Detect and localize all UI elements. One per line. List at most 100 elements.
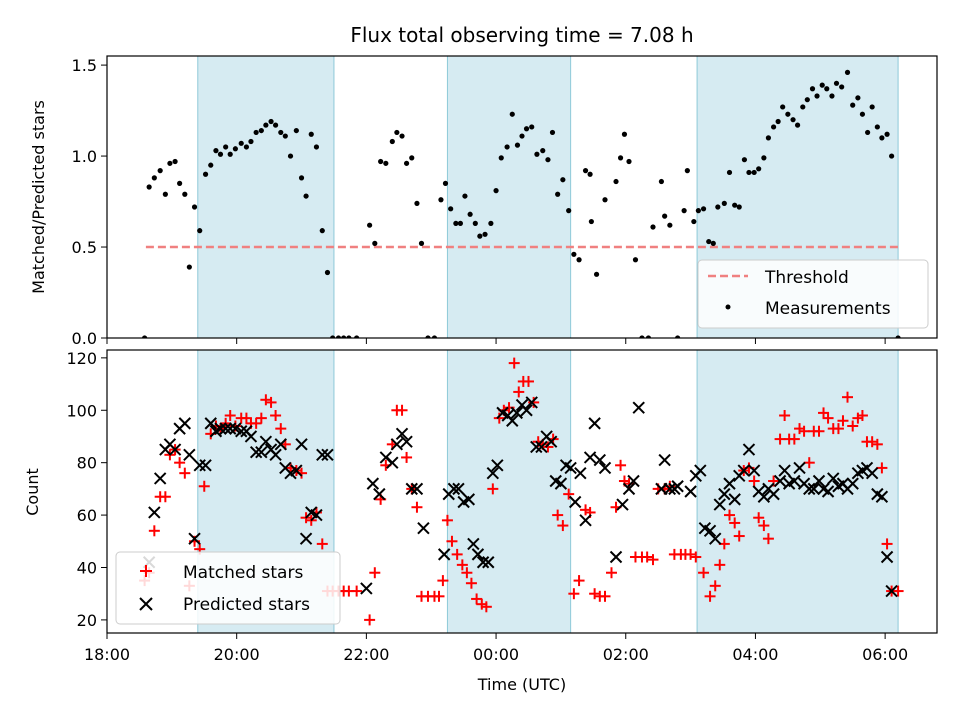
point-110 — [732, 202, 738, 208]
point-68 — [504, 144, 510, 150]
point-45 — [383, 160, 389, 166]
point-26 — [274, 438, 287, 451]
point-143 — [895, 335, 901, 338]
point-129 — [813, 425, 825, 437]
point-121 — [785, 111, 791, 117]
point-100 — [681, 208, 687, 214]
point-141 — [884, 131, 890, 137]
point-27 — [275, 423, 287, 435]
point-113 — [746, 169, 752, 176]
bottom-legend: Matched stars Predicted stars — [115, 551, 341, 625]
legend-threshold-label: Threshold — [764, 268, 849, 288]
point-65 — [488, 220, 494, 226]
point-95 — [650, 224, 656, 230]
point-27 — [278, 129, 284, 136]
point-96 — [709, 532, 722, 545]
point-103 — [742, 443, 756, 456]
top-axes-frame — [106, 55, 938, 339]
bottom-y-axis-label: Count — [23, 468, 42, 516]
point-101 — [684, 168, 690, 174]
point-65 — [525, 396, 538, 409]
point-35 — [321, 448, 334, 462]
point-83 — [573, 575, 585, 587]
point-122 — [790, 117, 796, 123]
point-117 — [753, 512, 765, 524]
point-16 — [223, 422, 237, 435]
point-104 — [700, 206, 707, 212]
point-5 — [168, 443, 182, 456]
point-122 — [779, 410, 791, 422]
point-91 — [684, 485, 697, 498]
point-12 — [204, 417, 217, 430]
point-34 — [313, 144, 320, 150]
point-129 — [824, 86, 830, 92]
point-56 — [482, 556, 495, 569]
point-15 — [219, 422, 232, 435]
point-51 — [414, 200, 420, 206]
x-tick-label-0: 18:00 — [84, 645, 130, 664]
point-41 — [351, 585, 363, 597]
top-legend-box — [697, 259, 929, 329]
point-113 — [793, 461, 806, 475]
point-77 — [549, 129, 556, 136]
point-142 — [889, 153, 895, 159]
point-71 — [513, 386, 525, 398]
point-80 — [557, 520, 569, 532]
point-62 — [472, 220, 478, 226]
point-46 — [417, 521, 430, 535]
point-128 — [819, 82, 825, 88]
point-104 — [685, 548, 697, 560]
point-61 — [467, 211, 473, 217]
point-34 — [316, 448, 329, 462]
point-17 — [227, 151, 233, 157]
point-56 — [437, 575, 449, 587]
point-78 — [555, 191, 561, 197]
point-89 — [617, 155, 624, 161]
point-48 — [399, 133, 405, 139]
point-66 — [530, 440, 543, 454]
top-panel: 0.0 0.5 1.0 1.5 Matched/Predicted stars Thr… — [29, 55, 938, 348]
point-106 — [710, 240, 716, 246]
point-99 — [675, 335, 681, 338]
point-54 — [431, 335, 438, 338]
point-40 — [346, 335, 352, 338]
point-112 — [729, 517, 741, 529]
point-130 — [875, 490, 889, 503]
point-22 — [253, 129, 259, 136]
legend-matched-label: Matched stars — [183, 563, 303, 583]
point-70 — [514, 142, 521, 148]
x-tick-label-5: 04:00 — [732, 645, 778, 664]
point-124 — [846, 477, 859, 490]
point-67 — [493, 412, 505, 424]
point-1 — [148, 506, 161, 519]
point-66 — [493, 188, 499, 194]
point-88 — [663, 482, 677, 496]
point-35 — [319, 228, 325, 234]
point-52 — [418, 240, 425, 246]
point-100 — [728, 493, 741, 506]
point-93 — [694, 464, 707, 477]
bottom-y-axis: 20 40 60 80 100 120 — [66, 349, 107, 630]
point-130 — [829, 93, 835, 99]
point-106 — [757, 490, 771, 503]
point-98 — [718, 487, 731, 501]
point-25 — [265, 396, 277, 408]
night-shade-2 — [696, 349, 899, 634]
point-71 — [554, 477, 568, 490]
point-58 — [446, 535, 458, 547]
point-131 — [880, 550, 894, 564]
point-133 — [844, 69, 851, 75]
point-93 — [639, 335, 645, 338]
point-47 — [394, 129, 400, 136]
point-50 — [409, 155, 415, 161]
point-44 — [405, 482, 418, 496]
point-102 — [691, 218, 697, 225]
point-69 — [509, 111, 515, 117]
series-predicted-stars — [142, 396, 898, 598]
point-119 — [775, 118, 781, 125]
legend-measurements-swatch — [725, 304, 731, 310]
point-62 — [510, 406, 524, 420]
point-71 — [519, 133, 525, 139]
point-57 — [486, 466, 500, 480]
point-86 — [588, 218, 594, 225]
